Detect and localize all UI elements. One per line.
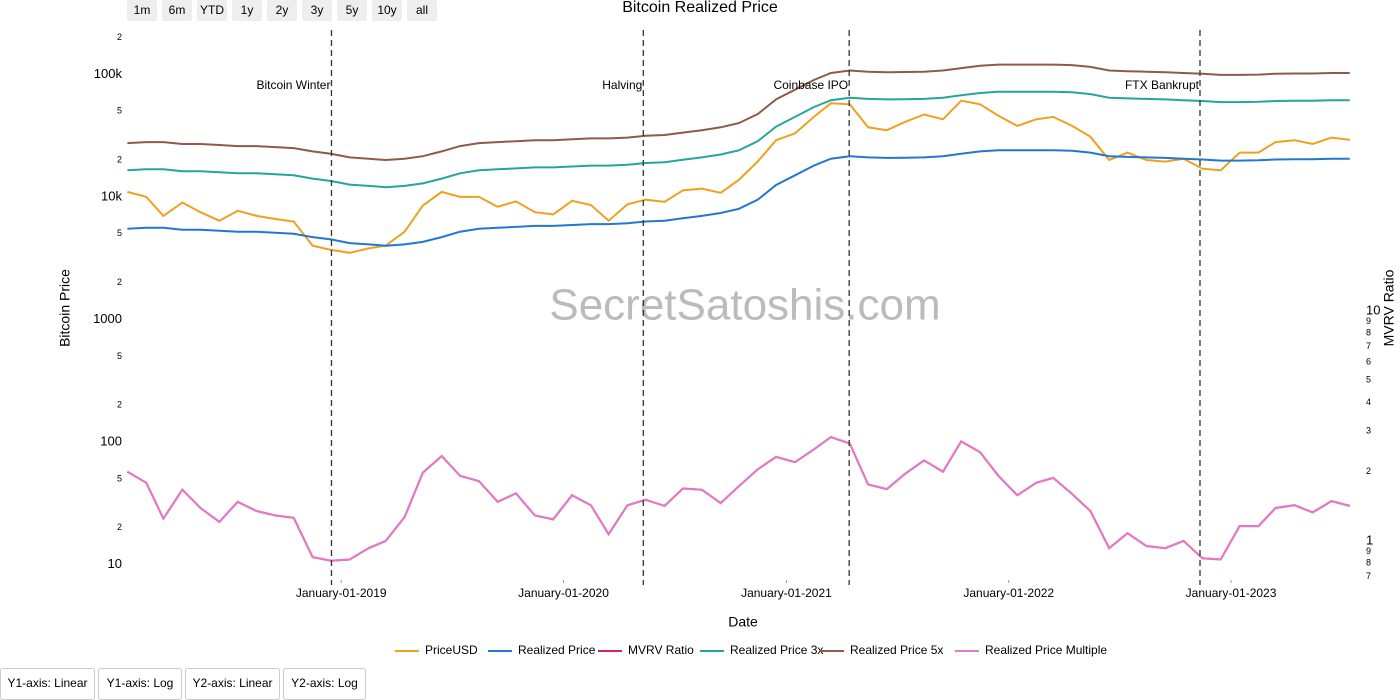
x-tick-label: January-01-2019 <box>296 586 387 600</box>
y-axis-label: Bitcoin Price <box>57 269 73 347</box>
range-button[interactable] <box>337 0 367 21</box>
legend-label[interactable]: MVRV Ratio <box>628 643 694 657</box>
x-tick-label: January-01-2020 <box>518 586 609 600</box>
range-button[interactable] <box>197 0 227 21</box>
y-tick-label: 10 <box>108 556 122 571</box>
y-tick-label: 2 <box>117 277 122 287</box>
y2-tick-label: 10 <box>1366 302 1380 317</box>
y2-tick-label: 9 <box>1366 546 1371 556</box>
y-tick-label: 100k <box>94 66 123 81</box>
range-button[interactable] <box>302 0 332 21</box>
y2-tick-label: 5 <box>1366 375 1371 385</box>
range-button[interactable] <box>162 0 192 21</box>
chart-title: Bitcoin Realized Price <box>622 0 778 16</box>
series-line <box>127 99 1350 254</box>
legend-label[interactable]: Realized Price <box>518 643 596 657</box>
y-tick-label: 2 <box>117 400 122 410</box>
y2-tick-label: 1 <box>1366 532 1373 547</box>
range-button-label[interactable]: 1y <box>241 3 254 17</box>
axis-button-label[interactable]: Y2-axis: Log <box>291 676 358 690</box>
range-button-label[interactable]: 5y <box>346 3 359 17</box>
annotation-label: Coinbase IPO <box>773 78 848 92</box>
y2-tick-label: 7 <box>1366 571 1371 581</box>
legend-label[interactable]: Realized Price Multiple <box>985 643 1107 657</box>
y-tick-label: 5 <box>117 228 122 238</box>
annotation-label: Halving <box>602 78 642 92</box>
range-button-label[interactable]: 1m <box>134 3 151 17</box>
watermark: SecretSatoshis.com <box>549 281 940 330</box>
legend-label[interactable]: Realized Price 3x <box>730 643 823 657</box>
axis-button-label[interactable]: Y1-axis: Log <box>107 676 174 690</box>
y2-tick-label: 7 <box>1366 341 1371 351</box>
range-button-label[interactable]: 3y <box>311 3 324 17</box>
x-tick-label: January-01-2023 <box>1186 586 1277 600</box>
range-button-label[interactable]: 10y <box>377 3 396 17</box>
range-button-label[interactable]: 6m <box>169 3 186 17</box>
series-line <box>126 435 1351 562</box>
axis-button-label[interactable]: Y2-axis: Linear <box>192 676 272 690</box>
y-tick-label: 5 <box>117 106 122 116</box>
y2-tick-label: 3 <box>1366 426 1371 436</box>
y-tick-label: 10k <box>101 188 122 203</box>
series-line <box>127 149 1350 247</box>
x-tick-label: January-01-2022 <box>963 586 1054 600</box>
y-tick-label: 1000 <box>93 311 122 326</box>
y2-tick-label: 8 <box>1366 558 1371 568</box>
y2-tick-label: 4 <box>1366 397 1371 407</box>
y2-tick-label: 2 <box>1366 466 1371 476</box>
y2-tick-label: 8 <box>1366 328 1371 338</box>
y2-tick-label: 9 <box>1366 316 1371 326</box>
range-button-label[interactable]: YTD <box>200 3 224 17</box>
x-axis-label: Date <box>728 614 758 630</box>
y2-axis-label: MVRV Ratio <box>1381 269 1397 346</box>
legend-label[interactable]: Realized Price 5x <box>850 643 943 657</box>
series-line <box>126 435 1351 562</box>
y-tick-label: 100 <box>100 434 122 449</box>
annotation-label: Bitcoin Winter <box>256 78 330 92</box>
y-tick-label: 2 <box>117 154 122 164</box>
range-button[interactable] <box>372 0 402 21</box>
range-button[interactable] <box>127 0 157 21</box>
range-button[interactable] <box>407 0 437 21</box>
axis-button-label[interactable]: Y1-axis: Linear <box>7 676 87 690</box>
range-button[interactable] <box>267 0 297 21</box>
y-tick-label: 5 <box>117 351 122 361</box>
series-line <box>127 90 1350 189</box>
range-button-label[interactable]: all <box>416 3 428 17</box>
annotation-label: FTX Bankrupt <box>1125 78 1200 92</box>
range-button[interactable] <box>232 0 262 21</box>
x-tick-label: January-01-2021 <box>741 586 832 600</box>
y-tick-label: 2 <box>117 32 122 42</box>
legend-label[interactable]: PriceUSD <box>425 643 478 657</box>
y2-tick-label: 6 <box>1366 356 1371 366</box>
range-button-label[interactable]: 2y <box>276 3 289 17</box>
y-tick-label: 2 <box>117 522 122 532</box>
y-tick-label: 5 <box>117 473 122 483</box>
